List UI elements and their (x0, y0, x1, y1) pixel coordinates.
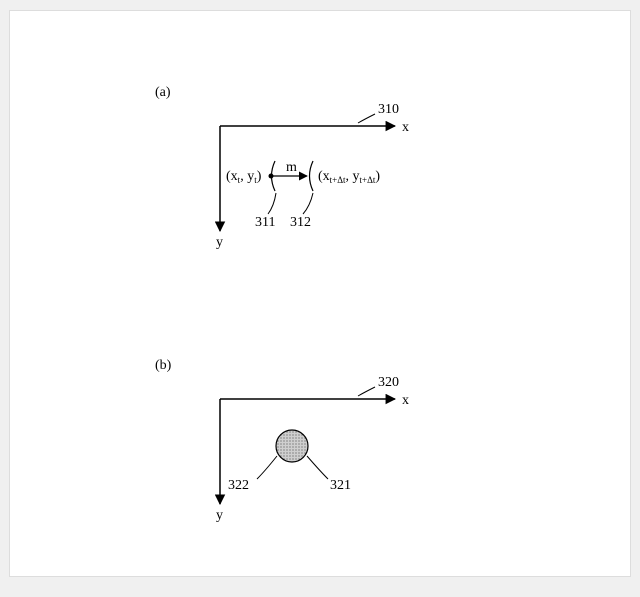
figure-b-tag: (b) (155, 358, 172, 373)
arc-312 (310, 161, 314, 191)
leader-311 (268, 193, 276, 214)
ref-320: 320 (378, 375, 399, 390)
leader-310 (358, 114, 375, 123)
motion-label: m (286, 160, 297, 175)
leader-320 (358, 387, 375, 396)
leader-322 (257, 456, 277, 479)
dotted-circle (276, 430, 308, 462)
figure-b-axes: x y 320 (216, 375, 409, 523)
ref-322: 322 (228, 478, 249, 493)
axis-x-label: x (402, 120, 409, 135)
axis-y-label-b: y (216, 508, 223, 523)
leader-321 (307, 456, 328, 479)
diagram-page: (a) x y 310 m (xt, yt) (xt+Δt, yt+Δt) 31… (9, 10, 631, 577)
figure-a-tag: (a) (155, 85, 171, 100)
ref-310: 310 (378, 102, 399, 117)
ref-321: 321 (330, 478, 351, 493)
ref-312: 312 (290, 215, 311, 230)
point-dot (269, 174, 274, 179)
diagram-svg: (a) x y 310 m (xt, yt) (xt+Δt, yt+Δt) 31… (10, 11, 630, 576)
figure-b-content: 321 322 (228, 430, 351, 493)
ref-311: 311 (255, 215, 275, 230)
leader-312 (303, 193, 313, 214)
axis-x-label-b: x (402, 393, 409, 408)
figure-a-content: m (xt, yt) (xt+Δt, yt+Δt) 311 312 (226, 160, 380, 230)
coord-right: (xt+Δt, yt+Δt) (318, 169, 380, 185)
axis-y-label: y (216, 235, 223, 250)
coord-left: (xt, yt) (226, 169, 262, 185)
